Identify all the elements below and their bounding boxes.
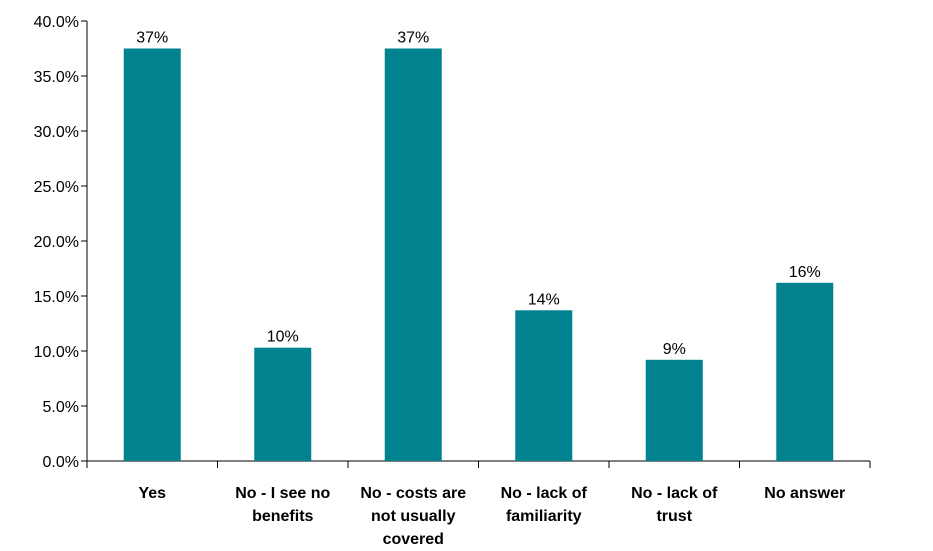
bars: [123, 48, 834, 461]
category-label: benefits: [252, 508, 313, 525]
bar: [384, 48, 442, 461]
y-tick-label: 0.0%: [43, 454, 79, 471]
y-tick-label: 35.0%: [34, 69, 79, 86]
category-label: not usually: [371, 508, 456, 525]
y-tick-label: 10.0%: [34, 344, 79, 361]
category-label: No - lack of: [631, 485, 718, 502]
bar: [645, 359, 703, 461]
category-label: No - costs are: [360, 485, 466, 502]
data-label: 10%: [267, 329, 299, 346]
data-label: 37%: [136, 30, 168, 47]
y-tick-label: 20.0%: [34, 234, 79, 251]
category-label: covered: [383, 531, 444, 548]
category-label: No - lack of: [501, 485, 588, 502]
data-label: 16%: [789, 264, 821, 281]
bar: [123, 48, 181, 461]
data-label: 37%: [397, 30, 429, 47]
category-label: trust: [656, 508, 692, 525]
data-labels: 37% 10% 37% 14% 9% 16%: [136, 30, 821, 358]
category-label: Yes: [138, 485, 166, 502]
y-tick-label: 15.0%: [34, 289, 79, 306]
category-label: No answer: [764, 485, 845, 502]
x-axis: [86, 460, 871, 468]
category-label: No - I see no: [235, 485, 330, 502]
category-label: familiarity: [506, 508, 582, 525]
y-tick-label: 25.0%: [34, 179, 79, 196]
bar: [254, 347, 312, 461]
data-label: 9%: [663, 341, 686, 358]
y-tick-label: 5.0%: [43, 399, 79, 416]
bar: [515, 310, 573, 461]
category-labels: Yes No - I see no benefits No - costs are no…: [138, 485, 845, 548]
y-tick-label: 40.0%: [34, 14, 79, 31]
bar: [776, 282, 834, 461]
data-label: 14%: [528, 291, 560, 308]
y-axis: 0.0% 5.0% 10.0% 15.0% 20.0% 25.0% 30.0% 35.0% 40…: [34, 14, 88, 471]
y-tick-label: 30.0%: [34, 124, 79, 141]
